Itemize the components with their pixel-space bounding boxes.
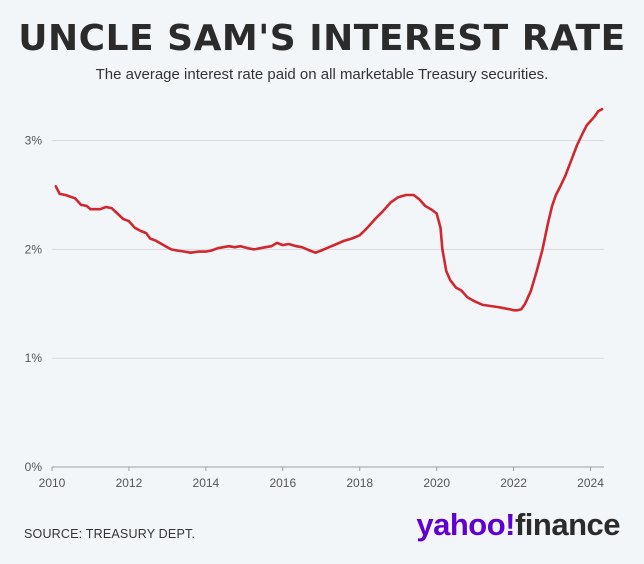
x-tick-label: 2014	[193, 476, 220, 490]
logo-finance-text: finance	[514, 507, 621, 542]
y-tick-label: 3%	[25, 134, 43, 148]
x-tick-label: 2022	[500, 476, 527, 490]
x-axis-ticks: 2010 2012 2014 2016 2018 2020 2022 2024	[39, 467, 604, 490]
x-tick-label: 2010	[39, 476, 66, 490]
x-tick-label: 2012	[116, 476, 143, 490]
y-tick-label: 2%	[25, 242, 43, 256]
logo-yahoo-text: yahoo!	[416, 507, 515, 542]
interest-rate-line	[54, 107, 604, 312]
x-tick-label: 2016	[269, 476, 296, 490]
chart-title: UNCLE SAM'S INTEREST RATE	[18, 18, 626, 59]
yahoo-finance-logo: yahoo!finance	[416, 507, 620, 543]
x-tick-label: 2024	[577, 476, 604, 490]
source-note: SOURCE: TREASURY DEPT.	[24, 527, 196, 541]
y-tick-label: 1%	[25, 351, 43, 365]
chart-subtitle: The average interest rate paid on all ma…	[95, 66, 549, 83]
y-axis-ticks: 0% 1% 2% 3%	[25, 134, 43, 474]
x-tick-label: 2018	[346, 476, 373, 490]
x-tick-label: 2020	[423, 476, 450, 490]
gridlines	[52, 140, 604, 468]
y-tick-label: 0%	[25, 460, 43, 474]
